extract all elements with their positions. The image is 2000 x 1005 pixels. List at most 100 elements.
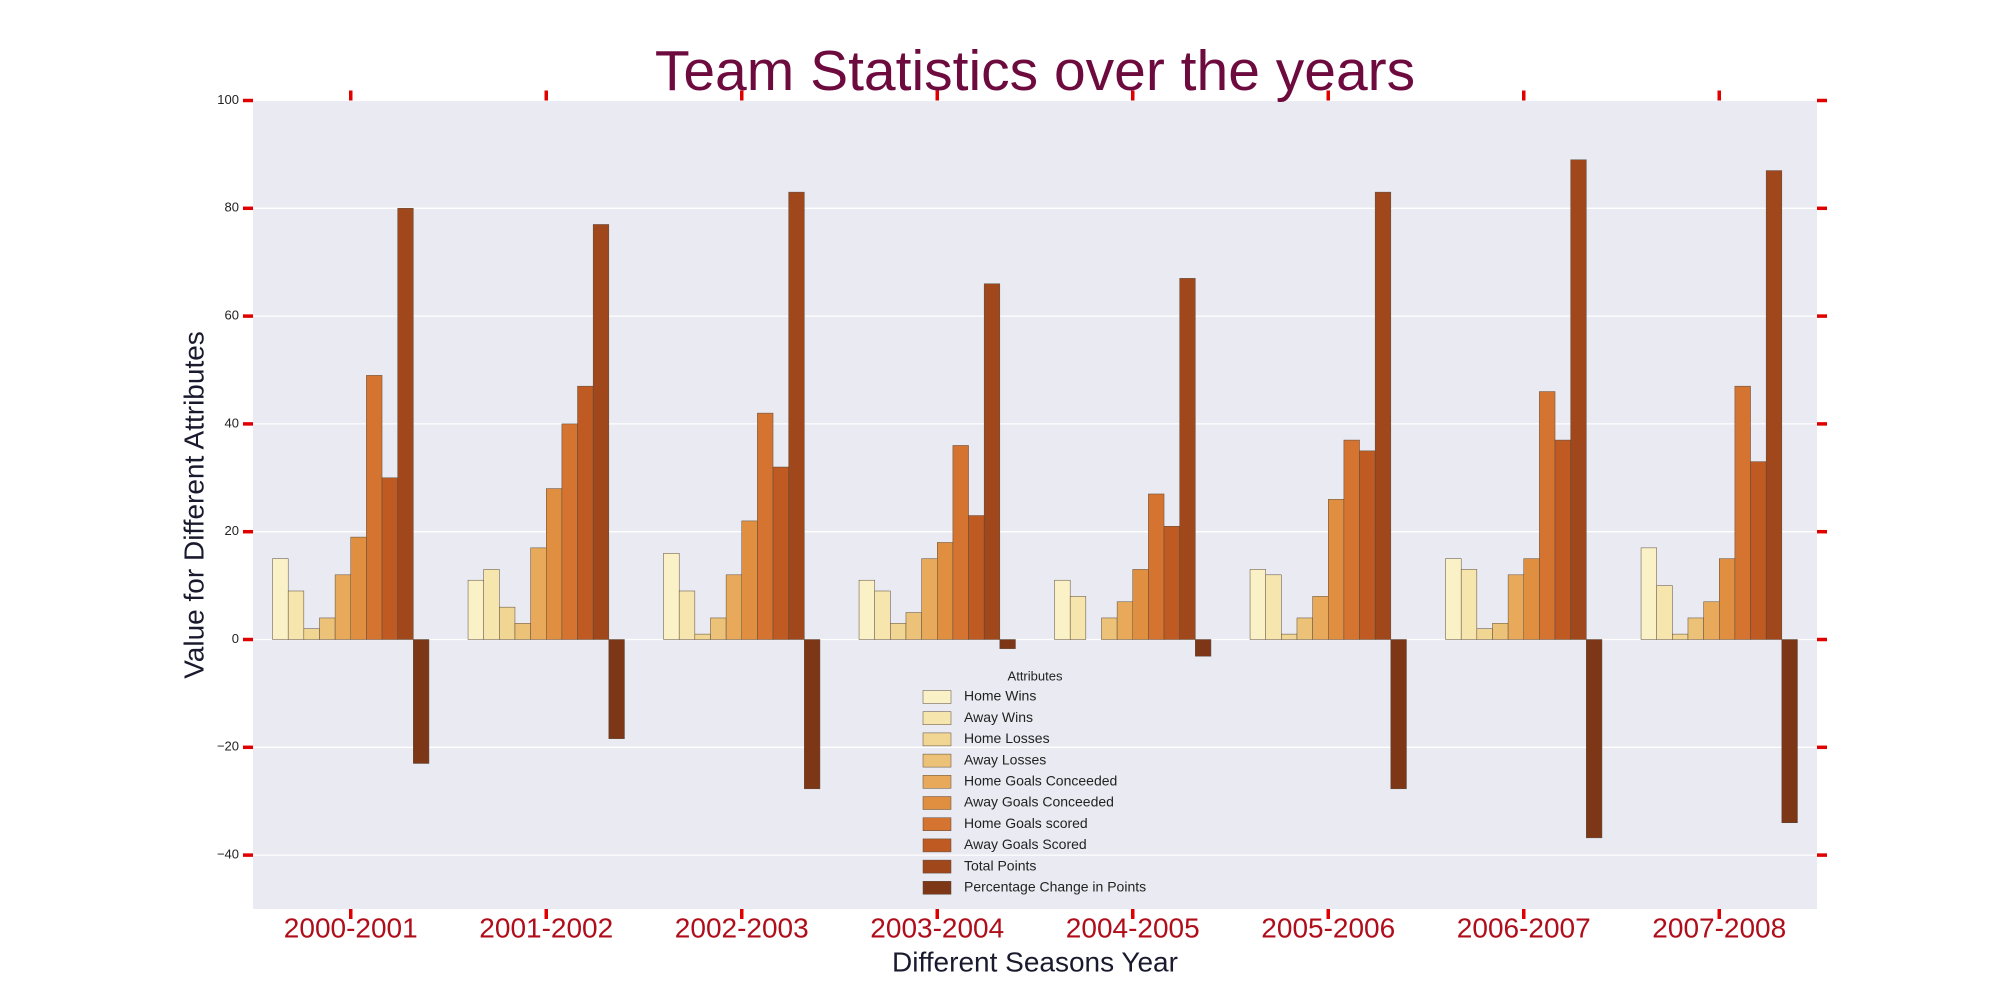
bar (577, 385, 594, 640)
legend: Attributes Home Wins Away Wins Home Losses… (922, 668, 1146, 895)
legend-label: Away Goals Conceeded (964, 794, 1114, 810)
bar (366, 375, 383, 640)
bar (1195, 639, 1212, 657)
y-tick-label: 80 (225, 200, 239, 215)
bar (1765, 170, 1783, 640)
legend-swatch (922, 838, 952, 853)
bar (1523, 558, 1540, 640)
bar (1343, 439, 1360, 640)
bar (483, 569, 500, 640)
bar (1390, 639, 1407, 790)
bar (725, 574, 742, 640)
legend-swatch (922, 859, 952, 874)
bar (1265, 574, 1282, 640)
bar (788, 191, 805, 640)
bar (350, 536, 367, 640)
x-tick-label: 2003-2004 (870, 912, 1004, 943)
bar (514, 623, 531, 640)
x-tick-label: 2004-2005 (1066, 912, 1200, 943)
bar (741, 520, 758, 640)
bar (1148, 493, 1165, 640)
legend-label: Home Goals scored (964, 815, 1088, 831)
x-tick-label: 2002-2003 (675, 912, 809, 943)
bar (397, 208, 414, 640)
legend-label: Away Wins (964, 709, 1033, 725)
bar (272, 558, 289, 640)
bar (1069, 596, 1087, 640)
bar (561, 423, 578, 640)
bar (499, 606, 516, 640)
legend-swatch (922, 711, 952, 725)
bar (1719, 558, 1736, 640)
bar (608, 639, 625, 739)
bar (1359, 450, 1376, 640)
legend-swatch (922, 817, 952, 831)
legend-swatch (922, 775, 952, 789)
bar (905, 612, 922, 640)
bar (1672, 633, 1689, 640)
legend-swatch (922, 690, 952, 704)
x-axis-title: Different Seasons Year (892, 946, 1178, 977)
bar (874, 590, 891, 640)
bar (952, 445, 969, 640)
bar (663, 553, 680, 640)
bars (272, 159, 1798, 839)
legend-label: Home Goals Conceeded (964, 773, 1117, 789)
bar (1163, 526, 1180, 640)
bar (1460, 569, 1478, 640)
bar (804, 639, 821, 790)
bar (1554, 439, 1571, 640)
bar (381, 477, 398, 640)
legend-label: Away Losses (964, 751, 1046, 767)
bar (1312, 596, 1329, 640)
bar (968, 515, 985, 640)
bar (937, 542, 954, 640)
x-tick-label: 2006-2007 (1457, 912, 1591, 943)
bar (678, 590, 696, 640)
bar (467, 579, 484, 640)
ticks: −40 −20 0 20 40 60 80 100 2000-2001 2001-2002 2002… (217, 90, 1827, 943)
x-tick-label: 2007-2008 (1652, 912, 1786, 943)
y-tick-label: 60 (225, 308, 239, 323)
bar (710, 617, 727, 640)
bar (1586, 639, 1603, 839)
bar (1054, 579, 1071, 640)
legend-label: Away Goals Scored (964, 836, 1087, 852)
legend-swatch (922, 732, 952, 747)
y-tick-label: 20 (225, 523, 239, 538)
bar (1570, 159, 1587, 640)
bar (1296, 617, 1313, 640)
bar (1116, 601, 1133, 640)
legend-label: Home Wins (964, 688, 1036, 704)
chart-title: Team Statistics over the years (655, 39, 1415, 103)
bar (1281, 633, 1298, 640)
legend-label: Percentage Change in Points (964, 879, 1146, 895)
legend-swatch (922, 796, 952, 810)
y-tick-label: 100 (217, 92, 239, 107)
bar (1476, 628, 1493, 640)
legend-swatch (922, 753, 952, 768)
bar (1328, 499, 1345, 640)
bar (1179, 278, 1196, 640)
bar (757, 412, 774, 640)
bar (858, 579, 875, 640)
y-axis-title: Value for Different Attributes (178, 331, 209, 679)
bar (1539, 391, 1556, 640)
bar (1507, 574, 1524, 640)
y-tick-label: −40 (217, 847, 239, 862)
bar (1249, 569, 1266, 640)
y-tick-label: −20 (217, 739, 239, 754)
bar (319, 617, 336, 640)
bar (413, 639, 430, 764)
bar (1750, 461, 1767, 640)
bar (1640, 547, 1657, 640)
bar (1781, 639, 1798, 824)
bar (1703, 601, 1720, 640)
bar (921, 558, 938, 640)
bar (287, 590, 305, 640)
x-tick-label: 2005-2006 (1261, 912, 1395, 943)
bar (1132, 569, 1149, 640)
bar (890, 623, 907, 640)
bar (1492, 623, 1509, 640)
